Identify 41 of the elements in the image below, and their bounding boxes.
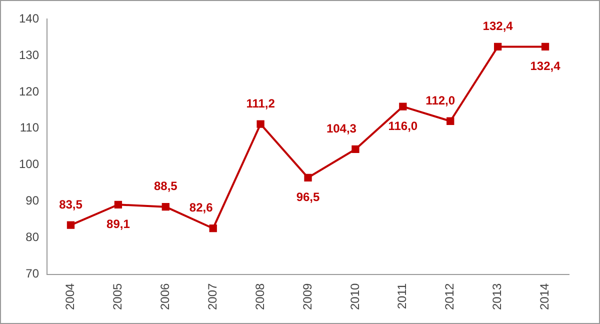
x-tick-label: 2006 [158,282,172,310]
point [209,224,217,232]
x-tick-label: 2005 [110,282,125,310]
point [114,200,122,208]
y-tick-label: 130 [18,48,40,62]
data-label: 132,4 [482,19,514,34]
point [352,145,360,154]
x-tick-label: 2004 [63,282,78,310]
point [446,117,454,125]
y-tick-label: 100 [18,157,40,172]
y-tick-label: 70 [26,266,40,281]
data-label: 132,4 [530,59,561,74]
x-tick-label: 2011 [395,282,410,310]
y-tick-label: 80 [26,230,40,244]
y-tick-label: 110 [20,120,40,135]
y-tick-label: 120 [18,84,40,98]
data-label: 88,5 [154,179,178,194]
data-label: 82,6 [189,200,214,215]
data-label: 111,2 [246,96,276,110]
x-tick-label: 2012 [442,282,457,310]
x-tick-label: 2013 [490,282,504,310]
data-label: 112,0 [426,93,456,108]
point [541,42,550,51]
x-tick-label: 2008 [252,282,267,310]
point [66,221,75,229]
y-tick-label: 90 [26,194,40,208]
data-label: 116,0 [388,118,418,133]
x-tick-label: 2010 [348,282,362,310]
data-label: 83,5 [59,197,83,212]
x-tick-label: 2009 [300,282,314,310]
point [256,120,264,128]
point [304,174,312,182]
x-tick-label: 2014 [538,282,552,310]
point [162,203,170,211]
data-label: 96,5 [296,190,320,204]
y-tick-label: 140 [18,11,40,26]
x-tick-label: 2007 [205,282,220,310]
point [494,42,502,51]
point [399,102,407,110]
data-label: 89,1 [106,216,130,231]
data-label: 104,3 [326,122,357,136]
